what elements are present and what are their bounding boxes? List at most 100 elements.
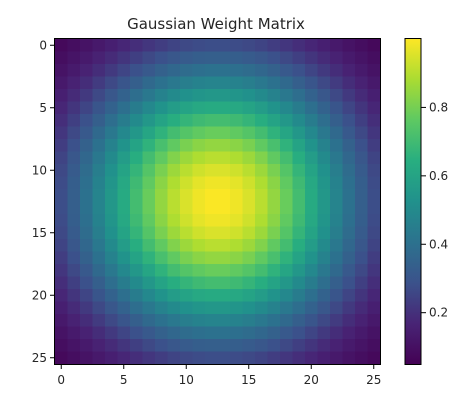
x-axis: 0 5 10 15 20 25: [57, 364, 381, 387]
heatmap-cell: [205, 76, 218, 90]
heatmap-cell: [155, 164, 168, 177]
heatmap-cell: [130, 339, 143, 352]
heatmap-cell: [267, 226, 281, 240]
heatmap-cell: [280, 114, 293, 127]
heatmap-cell: [330, 76, 343, 90]
heatmap-cell: [105, 139, 118, 152]
heatmap-cell: [67, 89, 81, 102]
heatmap-cell: [355, 51, 368, 65]
heatmap-cell: [230, 51, 243, 65]
heatmap-cell: [342, 314, 356, 327]
heatmap-cell: [355, 214, 368, 227]
heatmap-cell: [280, 264, 293, 277]
heatmap-cell: [280, 314, 293, 327]
heatmap-cell: [192, 126, 206, 140]
heatmap-cell: [280, 101, 293, 115]
heatmap-cell: [342, 39, 356, 52]
heatmap-cell: [342, 264, 356, 277]
heatmap-cell: [155, 326, 168, 340]
heatmap-cell: [317, 101, 331, 115]
heatmap-cell: [92, 301, 106, 315]
heatmap-cell: [92, 51, 106, 65]
heatmap-cell: [317, 201, 331, 215]
heatmap-cell: [267, 51, 281, 65]
heatmap-cell: [330, 251, 343, 265]
heatmap-cell: [355, 89, 368, 102]
heatmap-cell: [367, 151, 381, 165]
heatmap-cell: [267, 301, 281, 315]
heatmap-cell: [105, 201, 118, 215]
heatmap-cell: [367, 114, 381, 127]
heatmap-cell: [167, 264, 181, 277]
heatmap-cell: [155, 239, 168, 252]
heatmap-cell: [205, 289, 218, 302]
heatmap-cell: [317, 214, 331, 227]
heatmap-cell: [167, 64, 181, 77]
heatmap-cell: [142, 289, 156, 302]
heatmap-cell: [367, 264, 381, 277]
heatmap-cell: [355, 251, 368, 265]
heatmap-cell: [367, 89, 381, 102]
heatmap-cell: [205, 239, 218, 252]
heatmap-cell: [180, 39, 193, 52]
heatmap-cell: [55, 214, 68, 227]
heatmap-cell: [92, 176, 106, 190]
heatmap-cell: [205, 39, 218, 52]
heatmap-cell: [305, 251, 318, 265]
heatmap-cell: [180, 214, 193, 227]
heatmap-cell: [267, 89, 281, 102]
heatmap-cell: [55, 64, 68, 77]
heatmap-cell: [280, 176, 293, 190]
heatmap-cell: [180, 189, 193, 202]
heatmap-cell: [317, 351, 331, 365]
heatmap-cell: [67, 39, 81, 52]
heatmap-cell: [192, 164, 206, 177]
heatmap-cell: [342, 151, 356, 165]
heatmap-cell: [305, 289, 318, 302]
heatmap-cell: [280, 126, 293, 140]
heatmap-cell: [280, 76, 293, 90]
heatmap-cell: [67, 239, 81, 252]
heatmap-cell: [105, 176, 118, 190]
heatmap-cell: [267, 264, 281, 277]
heatmap-cell: [117, 139, 131, 152]
heatmap-cell: [205, 189, 218, 202]
heatmap-cell: [155, 64, 168, 77]
heatmap-cell: [367, 251, 381, 265]
heatmap-cell: [130, 51, 143, 65]
heatmap-cell: [280, 226, 293, 240]
heatmap-cell: [367, 326, 381, 340]
heatmap-cell: [292, 276, 306, 290]
heatmap-cell: [117, 339, 131, 352]
heatmap-cell: [255, 164, 268, 177]
heatmap-cell: [130, 214, 143, 227]
heatmap-cell: [330, 339, 343, 352]
heatmap-cell: [367, 226, 381, 240]
heatmap-cell: [192, 64, 206, 77]
heatmap-cell: [192, 176, 206, 190]
heatmap-cell: [230, 264, 243, 277]
heatmap-cell: [142, 201, 156, 215]
heatmap-cell: [105, 339, 118, 352]
heatmap-cell: [280, 51, 293, 65]
heatmap-cell: [342, 114, 356, 127]
heatmap-cell: [317, 164, 331, 177]
heatmap-cell: [67, 176, 81, 190]
heatmap-cell: [317, 126, 331, 140]
y-tick-label: 10: [32, 163, 47, 177]
heatmap-cell: [217, 189, 231, 202]
heatmap-cell: [367, 39, 381, 52]
heatmap-cell: [167, 39, 181, 52]
heatmap-cell: [55, 264, 68, 277]
heatmap-cell: [305, 176, 318, 190]
heatmap-cell: [192, 151, 206, 165]
heatmap-cell: [330, 301, 343, 315]
heatmap-cell: [180, 89, 193, 102]
heatmap-cell: [92, 126, 106, 140]
heatmap-cell: [117, 39, 131, 52]
heatmap-cell: [305, 201, 318, 215]
heatmap-cell: [367, 201, 381, 215]
heatmap-cell: [355, 351, 368, 365]
heatmap-cell: [330, 176, 343, 190]
